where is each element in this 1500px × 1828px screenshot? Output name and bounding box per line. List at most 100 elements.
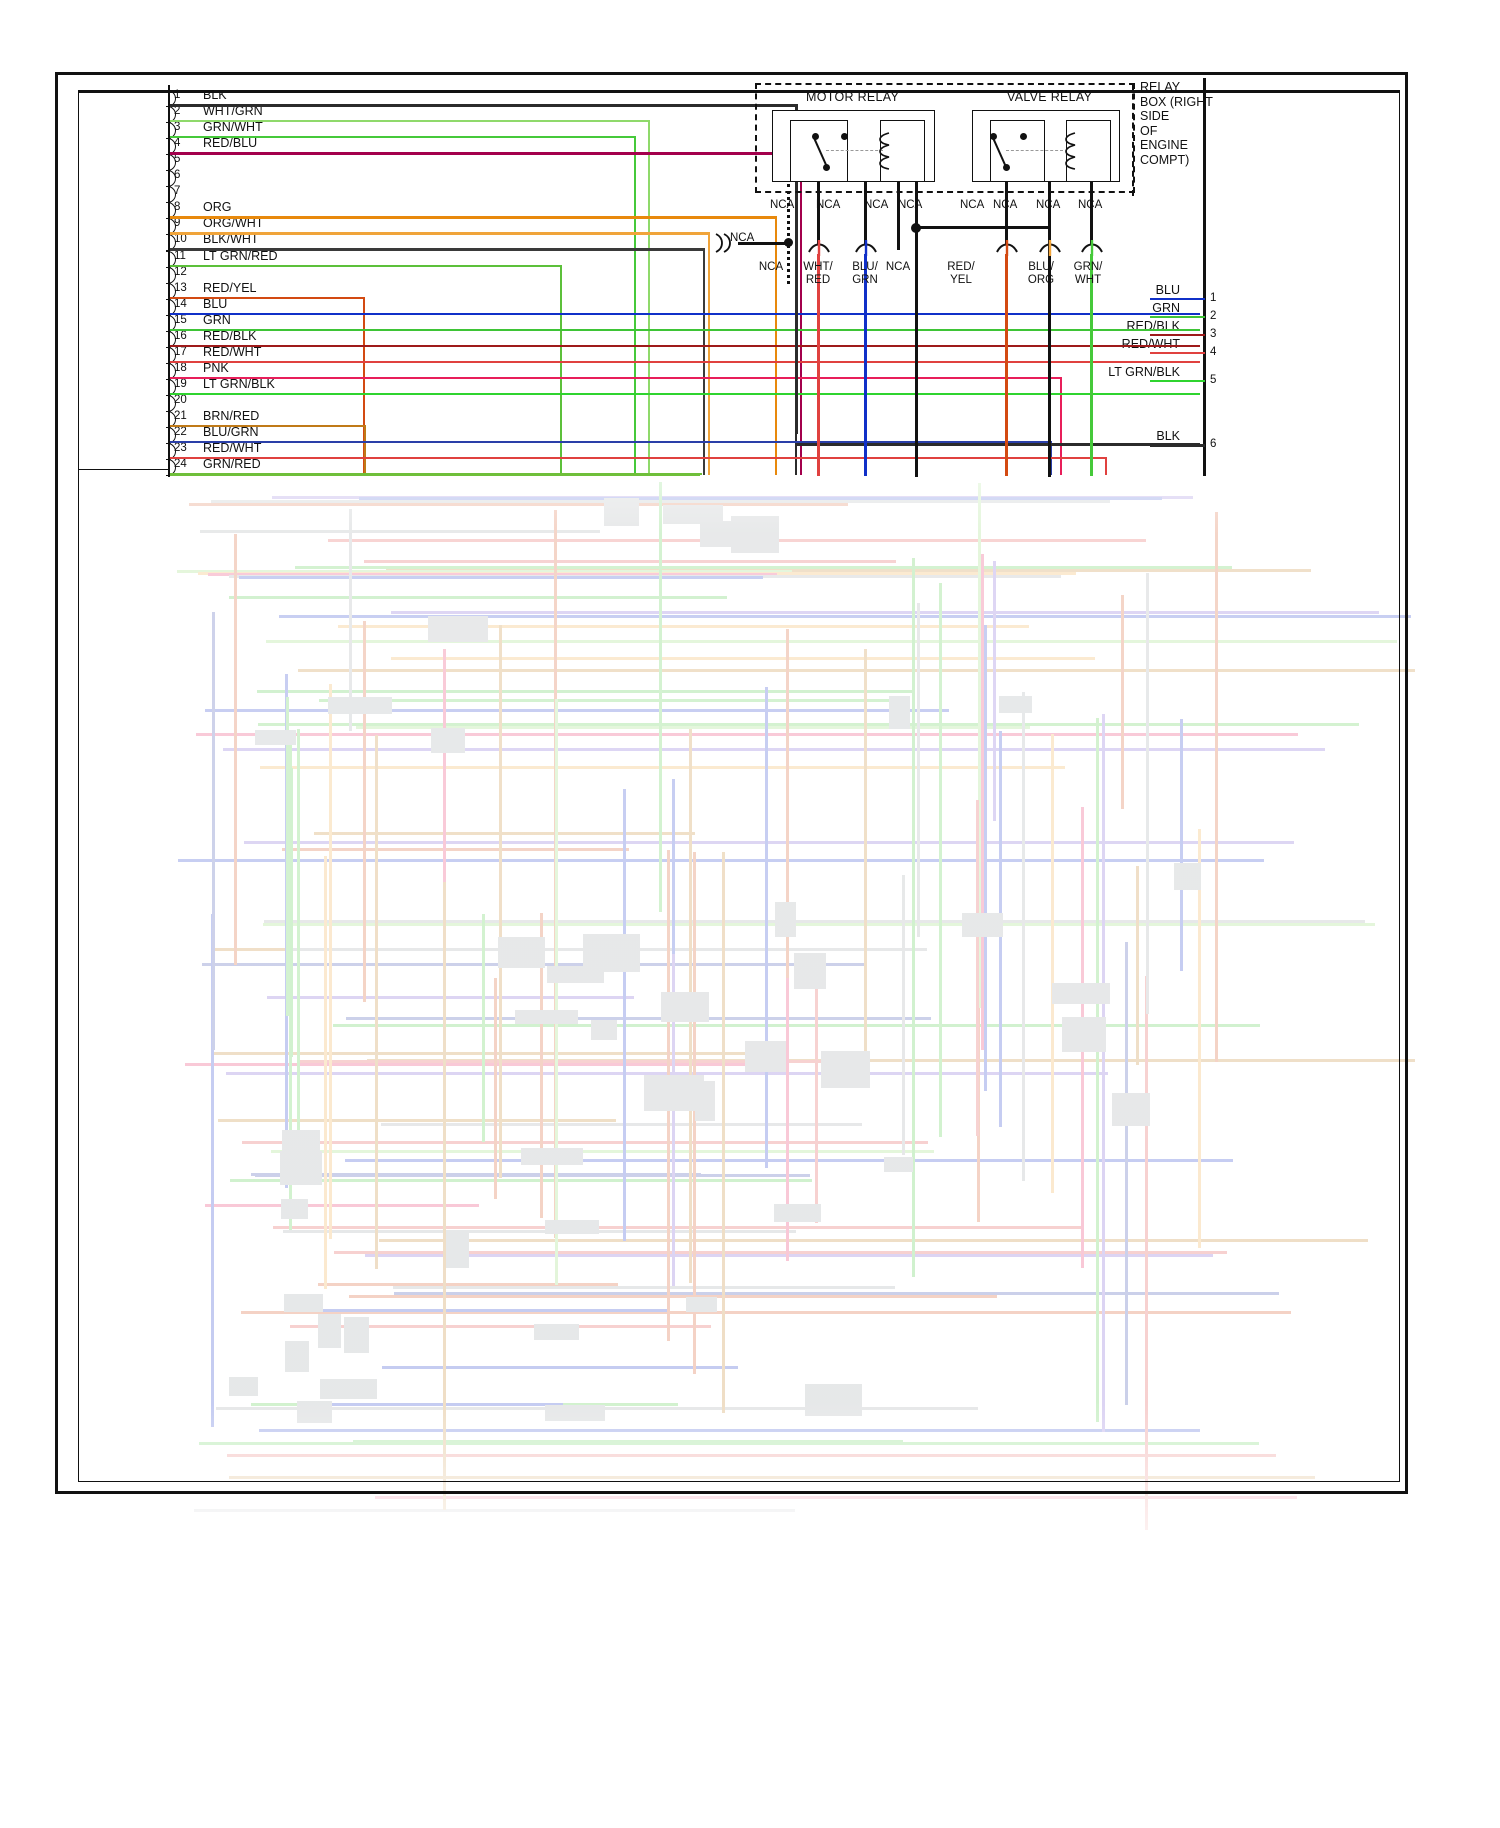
left-pin-color-label: BLK/WHT [203, 232, 259, 247]
left-pin-number: 5 [174, 153, 181, 166]
wire-horizontal [170, 264, 560, 267]
right-pin-number: 4 [1210, 346, 1217, 358]
left-pin-number: 2 [174, 105, 181, 118]
wire-vertical [1005, 254, 1009, 476]
left-pin-color-label: WHT/GRN [203, 104, 263, 119]
wire-horizontal [170, 457, 1105, 460]
nca-inline-splice-dot [784, 238, 793, 247]
relay-terminal-nca-label: NCA [960, 199, 985, 211]
left-pin-number: 9 [174, 217, 181, 230]
wire-vertical [700, 473, 703, 475]
wire-arrow-icon [1081, 240, 1103, 256]
left-pin-color-label: BLU/GRN [203, 425, 259, 440]
wire-horizontal [170, 392, 1200, 396]
valve-relay-contact-frame [990, 120, 1045, 182]
left-pin-color-label: RED/WHT [203, 441, 262, 456]
valve-relay-no-dot [1020, 133, 1027, 140]
wire-horizontal [170, 328, 1200, 332]
wire-horizontal [170, 248, 703, 251]
motor-relay-dashed-link [826, 150, 883, 151]
wire-horizontal [170, 152, 800, 155]
left-pin-color-label: PNK [203, 360, 229, 375]
wire-horizontal [1150, 380, 1205, 383]
left-pin-number: 15 [174, 313, 187, 326]
wire-vertical [648, 120, 651, 475]
right-pin-number: 5 [1210, 374, 1217, 386]
relay-terminal-wire-label: RED/YEL [944, 261, 978, 287]
valve-relay-pivot-dot [1003, 164, 1010, 171]
right-pin-color-label: BLU [1155, 283, 1180, 297]
relay-box-note-line-2: SIDE [1140, 109, 1170, 124]
relay-box-note: RELAY BOX (RIGHT SIDE OF ENGINE COMPT) [1140, 80, 1213, 168]
left-pin-color-label: GRN/RED [203, 457, 261, 472]
wire-vertical [1105, 457, 1108, 475]
diagram-inner-border [78, 92, 1400, 1482]
wire-arrow-icon [855, 240, 877, 256]
wire-horizontal [170, 216, 775, 219]
relay-terminal-wire-label-line: YEL [950, 274, 972, 286]
relay-terminal-wire-label-line: GRN [852, 274, 878, 286]
left-pin-number: 24 [174, 458, 187, 471]
left-pin-number: 18 [174, 361, 187, 374]
left-pin-color-label: RED/BLU [203, 136, 258, 151]
relay-terminal-wire-label-line: RED/ [947, 261, 975, 273]
left-pin-number: 7 [174, 185, 181, 198]
relay-box-note-line-0: RELAY [1140, 80, 1181, 94]
left-pin-color-label: RED/WHT [203, 344, 262, 359]
right-pin-color-label: BLK [1156, 429, 1180, 443]
motor-relay-coil-icon [879, 132, 890, 170]
wire-horizontal [170, 232, 708, 235]
relay-box-note-line-3: OF [1140, 123, 1158, 138]
nca-inline-connector-break [712, 232, 734, 259]
valve-relay-dashed-link [1006, 150, 1063, 151]
relay-terminal-wire-label-line: BLU/ [852, 261, 878, 273]
relay-box-dashed-outline [755, 83, 1135, 193]
relay-terminal-leg [1005, 182, 1008, 244]
wire-horizontal [170, 376, 1060, 380]
wire-arrow-icon [1039, 240, 1061, 256]
left-connector-body [78, 92, 170, 470]
left-pin-number: 11 [174, 249, 186, 262]
relay-terminal-wire-label-line: ORG [1027, 274, 1055, 286]
motor-relay-body [772, 110, 935, 182]
left-pin-color-label: LT GRN/BLK [203, 376, 275, 391]
wire-horizontal [170, 104, 795, 108]
right-pin-number: 6 [1210, 438, 1217, 450]
wire-vertical [363, 296, 366, 475]
relay-box-note-line-4: ENGINE [1140, 138, 1188, 153]
wire-horizontal [170, 473, 700, 476]
wire-vertical [634, 136, 637, 475]
relay-box-note-line-5: COMPT) [1140, 152, 1190, 167]
relay-terminal-leg [897, 182, 900, 250]
relay-terminal-wire-label-line: BLU/ [1028, 261, 1054, 273]
valve-relay-title: VALVE RELAY [1007, 90, 1093, 104]
left-pin-color-label: BLU [203, 296, 228, 311]
left-pin-number: 12 [174, 265, 187, 278]
right-pin-color-label: RED/WHT [1040, 337, 1180, 351]
relay-terminal-wire-label: NCA [754, 261, 788, 274]
left-pin-number: 17 [174, 345, 187, 358]
relay-terminal-leg-dotted [787, 184, 790, 284]
relay-terminal-leg [864, 182, 867, 244]
relay-terminal-wire-label-line: GRN/ [1073, 261, 1103, 273]
valve-relay-coil-icon [1065, 132, 1076, 170]
relay-terminal-wire-label: GRN/WHT [1071, 261, 1105, 287]
wire-horizontal [170, 344, 1200, 348]
relay-terminal-wire-label-line: NCA [758, 261, 784, 273]
wire-horizontal [170, 296, 363, 299]
relay-terminal-nca-label: NCA [770, 199, 795, 211]
relay-terminal-wire-label: NCA [881, 261, 915, 274]
relay-terminal-wire-label: BLU/GRN [848, 261, 882, 287]
left-pin-color-label: BLK [203, 88, 227, 102]
wire-horizontal [795, 443, 1200, 447]
relay-terminal-leg [817, 182, 820, 244]
left-pin-number: 21 [174, 410, 187, 422]
left-pin-number: 8 [174, 201, 181, 214]
wire-vertical [817, 254, 821, 476]
motor-relay-pivot-dot [823, 164, 830, 171]
relay-box-note-bracket [1132, 84, 1140, 196]
wire-arrow-icon [808, 240, 830, 256]
wire-vertical [1060, 376, 1063, 475]
wire-horizontal [1150, 334, 1205, 337]
